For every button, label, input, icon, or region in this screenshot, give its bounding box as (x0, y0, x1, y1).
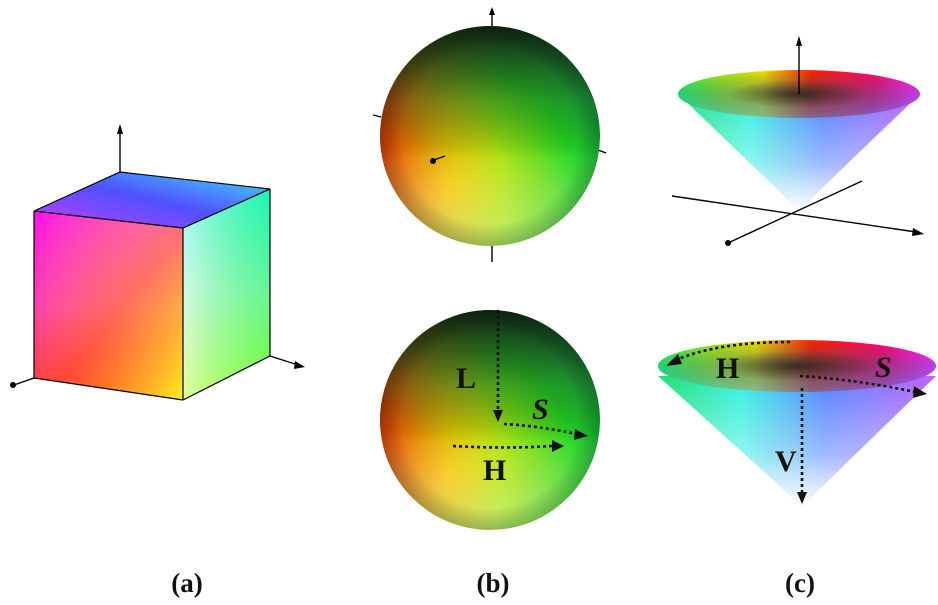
hue-label: H (483, 454, 506, 487)
cone-axis-arrow-up (796, 36, 802, 46)
cone-saturation-label: S (875, 351, 892, 384)
cone-axis-diagonal-dot (725, 240, 731, 246)
cone-saturation-arrowhead (913, 386, 927, 398)
sphere-axis-inner (433, 155, 446, 161)
caption-a: (a) (171, 568, 202, 598)
sphere-axis-top-arrow (489, 7, 495, 15)
rgb-cube (10, 124, 305, 401)
lightness-label: L (456, 362, 476, 395)
cone-axis-diagonal (727, 180, 863, 244)
cube-top-face (34, 172, 270, 228)
hsl-sphere-bottom: L S H (380, 310, 600, 530)
cube-right-face (183, 189, 270, 400)
cone-axis-horizontal-arrow (912, 228, 924, 236)
cone-hue-label: H (716, 352, 739, 385)
hsv-cone-top (671, 36, 924, 246)
saturation-label: S (532, 393, 549, 426)
sphere-axis-right (597, 149, 607, 154)
cone-hue-arrowhead (666, 354, 682, 366)
cone-saturation-arrow (799, 374, 916, 394)
cube-axis-arrow-up (117, 124, 123, 134)
cube-axis-right (269, 355, 299, 366)
sphere-axis-inner-dot (430, 158, 436, 164)
cube-edges (33, 171, 271, 401)
cube-axis-left-dot (10, 382, 16, 388)
saturation-arrow (503, 422, 577, 436)
hue-arrowhead (552, 440, 564, 452)
cone-value-arrowhead (797, 492, 807, 504)
saturation-arrowhead (574, 429, 588, 440)
caption-c: (c) (785, 568, 815, 598)
hsl-sphere-top (372, 7, 607, 262)
caption-b: (b) (477, 568, 510, 598)
cube-axis-right-arrow (294, 361, 305, 369)
hsv-cone-bottom: H S V (658, 340, 936, 506)
cone-axis-horizontal (671, 195, 917, 233)
cone-value-label: V (775, 445, 797, 478)
hue-arrow (452, 444, 553, 449)
cone-hue-arrow (675, 340, 791, 362)
lightness-arrowhead (493, 410, 503, 422)
cube-axis-left (13, 377, 35, 386)
sphere-axis-left (372, 114, 382, 118)
cube-front-face (34, 211, 183, 400)
